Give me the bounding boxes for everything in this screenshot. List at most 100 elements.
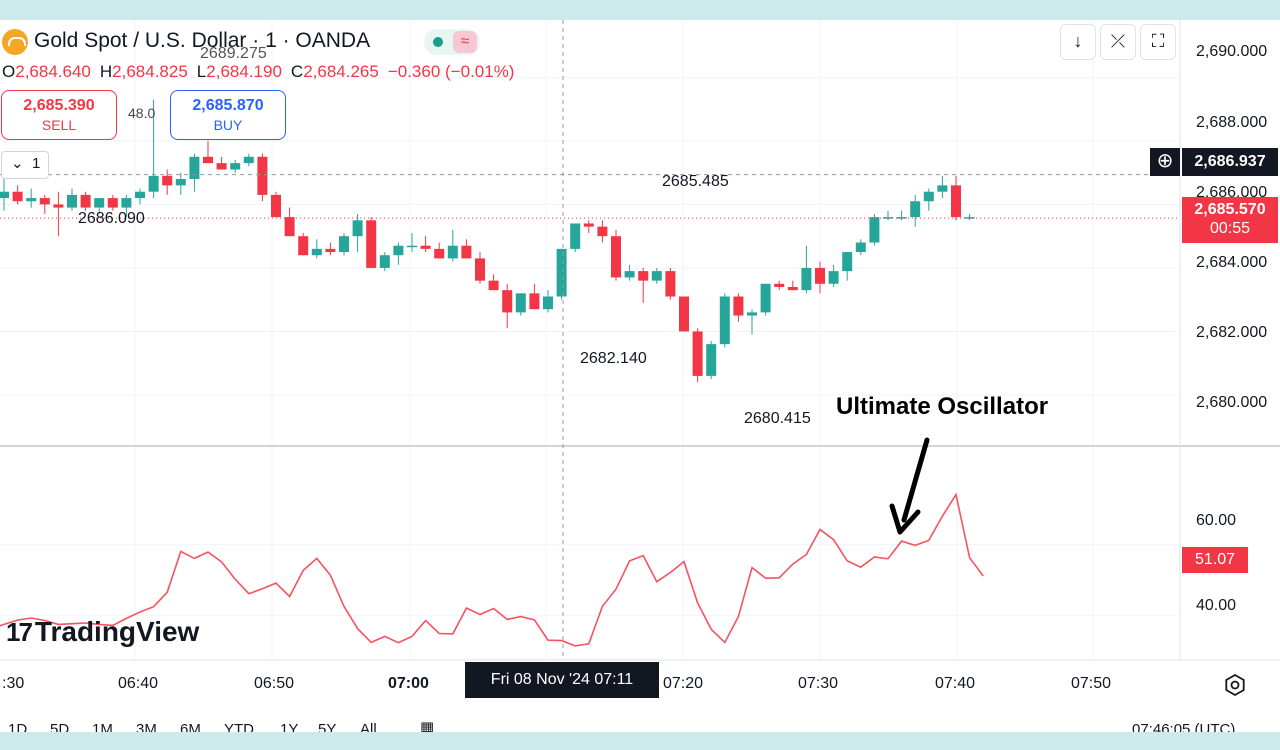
candle-body (393, 245, 404, 256)
range-1m[interactable]: 1M (92, 721, 113, 732)
sell-button[interactable]: 2,685.390 SELL (1, 90, 117, 140)
time-tick: 06:50 (254, 675, 295, 692)
brand-name: TradingView (34, 616, 200, 647)
candle-body (121, 198, 132, 208)
buy-label: BUY (213, 117, 243, 133)
candle-body (611, 236, 621, 278)
sell-price: 2,685.390 (23, 97, 95, 114)
candle-body (203, 156, 213, 164)
price-tick: 2,684.000 (1196, 254, 1268, 271)
fullscreen-icon[interactable]: ⛶ (1140, 24, 1176, 60)
chart-panel[interactable]: Gold Spot / U.S. Dollar · 1 · OANDA ≈ O2… (0, 20, 1280, 732)
candle-body (407, 245, 417, 248)
range-5y[interactable]: 5Y (318, 721, 337, 732)
candle-body (216, 163, 227, 170)
price-tick: 2,682.000 (1196, 324, 1268, 341)
candle-body (583, 223, 594, 227)
candle-body (828, 271, 839, 284)
candle-body (67, 194, 77, 208)
osc-tick: 40.00 (1196, 597, 1237, 614)
candle-body (665, 271, 676, 297)
price-label-4: 2680.415 (744, 410, 811, 427)
range-all[interactable]: All (360, 721, 377, 732)
candle-body (842, 252, 853, 272)
quantity-value: 1 (32, 155, 41, 172)
settings-icon[interactable] (1222, 672, 1248, 698)
candle-body (502, 290, 513, 313)
oscillator-annotation: Ultimate Oscillator (836, 393, 1049, 420)
candle-body (352, 220, 363, 237)
spread-value: 48.0 (128, 105, 156, 121)
add-alert-icon[interactable]: ⊕ (1150, 148, 1180, 176)
status-dot-icon (433, 37, 443, 47)
utc-clock[interactable]: 07:46:05 (UTC) (1132, 721, 1236, 732)
range-1d[interactable]: 1D (8, 721, 28, 732)
candle-body (651, 271, 662, 281)
tradingview-logo[interactable]: 17 TradingView (6, 614, 199, 650)
candle-body (515, 293, 526, 313)
range-ytd[interactable]: YTD (224, 721, 254, 732)
candle-body (39, 198, 50, 205)
candle-body (148, 175, 159, 192)
candle-body (461, 245, 472, 259)
candle-body (366, 220, 377, 268)
symbol-title[interactable]: Gold Spot / U.S. Dollar · 1 · OANDA (34, 29, 371, 52)
candle-body (339, 236, 349, 253)
candle-body (951, 185, 961, 218)
candle-body (747, 312, 757, 316)
candle-body (679, 296, 689, 332)
calendar-icon[interactable]: ▦ (420, 719, 435, 732)
arrow-down-icon[interactable]: ↓ (1060, 24, 1096, 60)
candle-body (257, 156, 268, 195)
time-tick: :30 (2, 675, 25, 692)
time-tick: 07:20 (663, 675, 704, 692)
time-tick: 07:00 (388, 675, 429, 692)
price-label-high: 2689.275 (200, 45, 267, 62)
market-status-pill[interactable]: ≈ (424, 29, 480, 55)
range-5d[interactable]: 5D (50, 721, 70, 732)
candle-body (475, 258, 485, 281)
annotation-arrow (901, 437, 930, 523)
range-1y[interactable]: 1Y (280, 721, 299, 732)
collapse-icon[interactable]: ⤫ (1100, 24, 1136, 60)
buy-price: 2,685.870 (192, 97, 264, 114)
wave-icon: ≈ (453, 31, 477, 53)
candle-body (175, 179, 186, 186)
candle-body (189, 156, 200, 180)
crosshair-time-tag: Fri 08 Nov '24 07:11 (465, 662, 659, 698)
time-tick: 06:40 (118, 675, 159, 692)
osc-tick: 60.00 (1196, 512, 1237, 529)
candle-body (447, 245, 458, 259)
price-label-2: 2685.485 (662, 173, 729, 190)
bottom-toolbar: 1D 5D 1M 3M 6M YTD 1Y 5Y All ▦ 07:46:05 … (0, 710, 1280, 732)
chart-canvas[interactable] (0, 20, 1280, 732)
candle-body (162, 175, 173, 186)
range-6m[interactable]: 6M (180, 721, 201, 732)
tradingview-mark-icon: 17 (6, 616, 33, 647)
candle-body (298, 236, 309, 256)
candle-body (801, 267, 812, 291)
buy-button[interactable]: 2,685.870 BUY (170, 90, 286, 140)
candle-body (311, 248, 322, 256)
time-tick: 07:30 (798, 675, 839, 692)
candle-body (855, 242, 866, 253)
candle-body (543, 296, 553, 310)
candle-body (556, 248, 567, 297)
open-value: 2,684.640 (15, 62, 91, 81)
price-tick: 2,680.000 (1196, 394, 1268, 411)
candle-body (570, 223, 581, 249)
candle-body (624, 271, 635, 278)
quantity-select[interactable]: ⌄ 1 (1, 151, 49, 179)
sell-label: SELL (41, 117, 77, 133)
bar-countdown: 00:55 (1209, 220, 1251, 237)
high-value: 2,684.825 (112, 62, 188, 81)
candle-body (420, 245, 431, 249)
candle-body (230, 163, 241, 170)
candle-body (719, 296, 730, 345)
oscillator-line[interactable] (0, 492, 984, 647)
range-3m[interactable]: 3M (136, 721, 157, 732)
last-price-tag: 2,685.570 00:55 (1182, 197, 1278, 243)
candle-body (760, 283, 771, 313)
change-value: −0.360 (−0.01%) (387, 62, 515, 81)
candle-body (284, 217, 295, 237)
